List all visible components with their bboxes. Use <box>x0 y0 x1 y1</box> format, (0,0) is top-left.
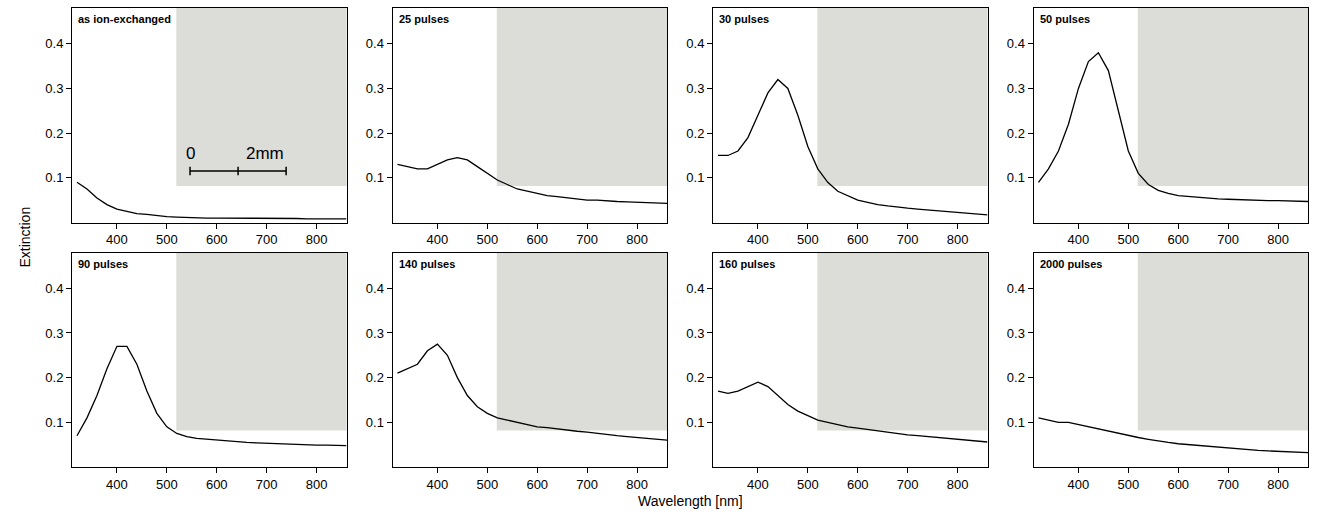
svg-text:500: 500 <box>1117 232 1139 247</box>
svg-text:600: 600 <box>847 477 869 492</box>
svg-text:700: 700 <box>576 232 598 247</box>
svg-text:800: 800 <box>1267 232 1289 247</box>
svg-text:600: 600 <box>526 232 548 247</box>
svg-text:400: 400 <box>106 477 128 492</box>
svg-text:0.3: 0.3 <box>366 325 384 340</box>
svg-text:0.1: 0.1 <box>1007 415 1025 430</box>
svg-text:0.1: 0.1 <box>366 415 384 430</box>
svg-text:0.4: 0.4 <box>45 36 63 51</box>
svg-text:800: 800 <box>1267 477 1289 492</box>
svg-text:2mm: 2mm <box>246 144 284 163</box>
svg-text:0.1: 0.1 <box>366 170 384 185</box>
svg-text:140 pulses: 140 pulses <box>399 258 455 270</box>
svg-text:0.2: 0.2 <box>366 126 384 141</box>
svg-text:0.1: 0.1 <box>1007 170 1025 185</box>
svg-text:400: 400 <box>1068 232 1090 247</box>
svg-text:0.1: 0.1 <box>686 415 704 430</box>
svg-text:0.2: 0.2 <box>686 370 704 385</box>
svg-text:0.3: 0.3 <box>366 81 384 96</box>
svg-text:0.4: 0.4 <box>366 281 384 296</box>
svg-text:25 pulses: 25 pulses <box>399 13 449 25</box>
svg-text:0.4: 0.4 <box>45 281 63 296</box>
svg-text:0.3: 0.3 <box>1007 81 1025 96</box>
svg-text:Wavelength [nm]: Wavelength [nm] <box>638 493 743 509</box>
svg-text:400: 400 <box>427 477 449 492</box>
svg-text:0.4: 0.4 <box>686 281 704 296</box>
svg-text:600: 600 <box>1167 232 1189 247</box>
svg-text:0.3: 0.3 <box>686 81 704 96</box>
svg-text:400: 400 <box>106 232 128 247</box>
svg-text:0.2: 0.2 <box>45 126 63 141</box>
svg-text:0.4: 0.4 <box>366 36 384 51</box>
svg-text:0.2: 0.2 <box>1007 126 1025 141</box>
svg-text:2000 pulses: 2000 pulses <box>1040 258 1102 270</box>
svg-text:0.3: 0.3 <box>45 81 63 96</box>
svg-text:700: 700 <box>1217 477 1239 492</box>
svg-text:700: 700 <box>1217 232 1239 247</box>
svg-text:400: 400 <box>747 232 769 247</box>
svg-text:0.1: 0.1 <box>45 415 63 430</box>
svg-text:0.2: 0.2 <box>45 370 63 385</box>
svg-text:0.2: 0.2 <box>686 126 704 141</box>
svg-text:0.4: 0.4 <box>1007 36 1025 51</box>
svg-text:400: 400 <box>1068 477 1090 492</box>
svg-text:800: 800 <box>306 232 328 247</box>
svg-text:0.1: 0.1 <box>686 170 704 185</box>
svg-text:50 pulses: 50 pulses <box>1040 13 1090 25</box>
svg-text:500: 500 <box>797 477 819 492</box>
svg-text:500: 500 <box>156 232 178 247</box>
svg-text:500: 500 <box>797 232 819 247</box>
svg-text:800: 800 <box>947 477 969 492</box>
svg-text:0.2: 0.2 <box>366 370 384 385</box>
svg-text:0: 0 <box>186 144 195 163</box>
svg-text:30 pulses: 30 pulses <box>719 13 769 25</box>
svg-text:0.2: 0.2 <box>1007 370 1025 385</box>
svg-text:0.4: 0.4 <box>1007 281 1025 296</box>
svg-text:800: 800 <box>626 232 648 247</box>
svg-text:700: 700 <box>897 232 919 247</box>
svg-text:0.3: 0.3 <box>686 325 704 340</box>
svg-text:0.4: 0.4 <box>686 36 704 51</box>
svg-text:0.1: 0.1 <box>45 170 63 185</box>
svg-text:0.3: 0.3 <box>1007 325 1025 340</box>
svg-text:600: 600 <box>206 477 228 492</box>
svg-text:90 pulses: 90 pulses <box>78 258 128 270</box>
svg-text:700: 700 <box>576 477 598 492</box>
svg-text:500: 500 <box>156 477 178 492</box>
svg-text:0.3: 0.3 <box>45 325 63 340</box>
svg-text:Extinction: Extinction <box>17 207 33 268</box>
svg-text:400: 400 <box>747 477 769 492</box>
svg-text:600: 600 <box>847 232 869 247</box>
svg-text:800: 800 <box>626 477 648 492</box>
svg-text:500: 500 <box>476 232 498 247</box>
svg-text:700: 700 <box>256 477 278 492</box>
svg-text:700: 700 <box>897 477 919 492</box>
svg-text:800: 800 <box>306 477 328 492</box>
svg-text:600: 600 <box>1167 477 1189 492</box>
svg-text:400: 400 <box>427 232 449 247</box>
svg-text:500: 500 <box>1117 477 1139 492</box>
svg-text:800: 800 <box>947 232 969 247</box>
svg-text:600: 600 <box>206 232 228 247</box>
svg-text:as ion-exchanged: as ion-exchanged <box>78 13 171 25</box>
svg-text:600: 600 <box>526 477 548 492</box>
svg-text:160 pulses: 160 pulses <box>719 258 775 270</box>
svg-text:500: 500 <box>476 477 498 492</box>
svg-text:700: 700 <box>256 232 278 247</box>
